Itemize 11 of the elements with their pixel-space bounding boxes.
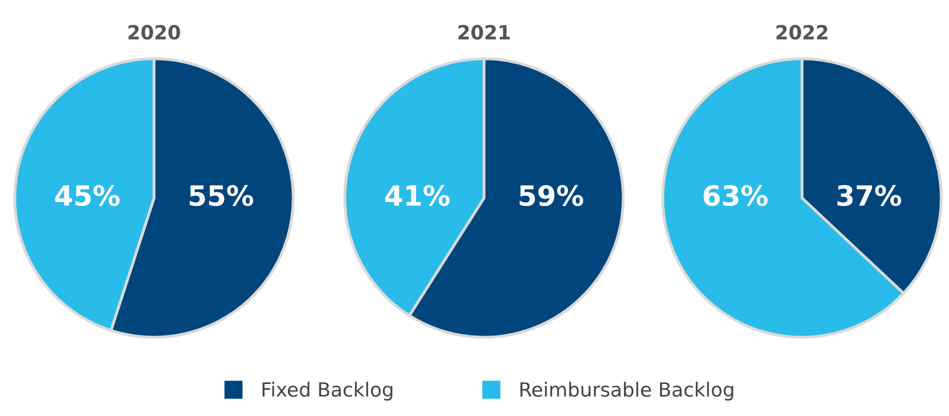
chart-title: 2021: [458, 24, 510, 40]
chart-title: 2020: [128, 24, 180, 40]
chart-title: 2022: [776, 24, 828, 40]
data-label: 37%: [837, 185, 902, 206]
data-label: 41%: [385, 185, 450, 206]
data-label: 59%: [520, 185, 584, 206]
legend-label: Fixed Backlog: [262, 382, 392, 401]
legend-label: Reimbursable Backlog: [520, 382, 734, 401]
data-label: 45%: [55, 185, 120, 206]
data-label: 63%: [704, 185, 768, 206]
data-label: 55%: [190, 185, 254, 206]
